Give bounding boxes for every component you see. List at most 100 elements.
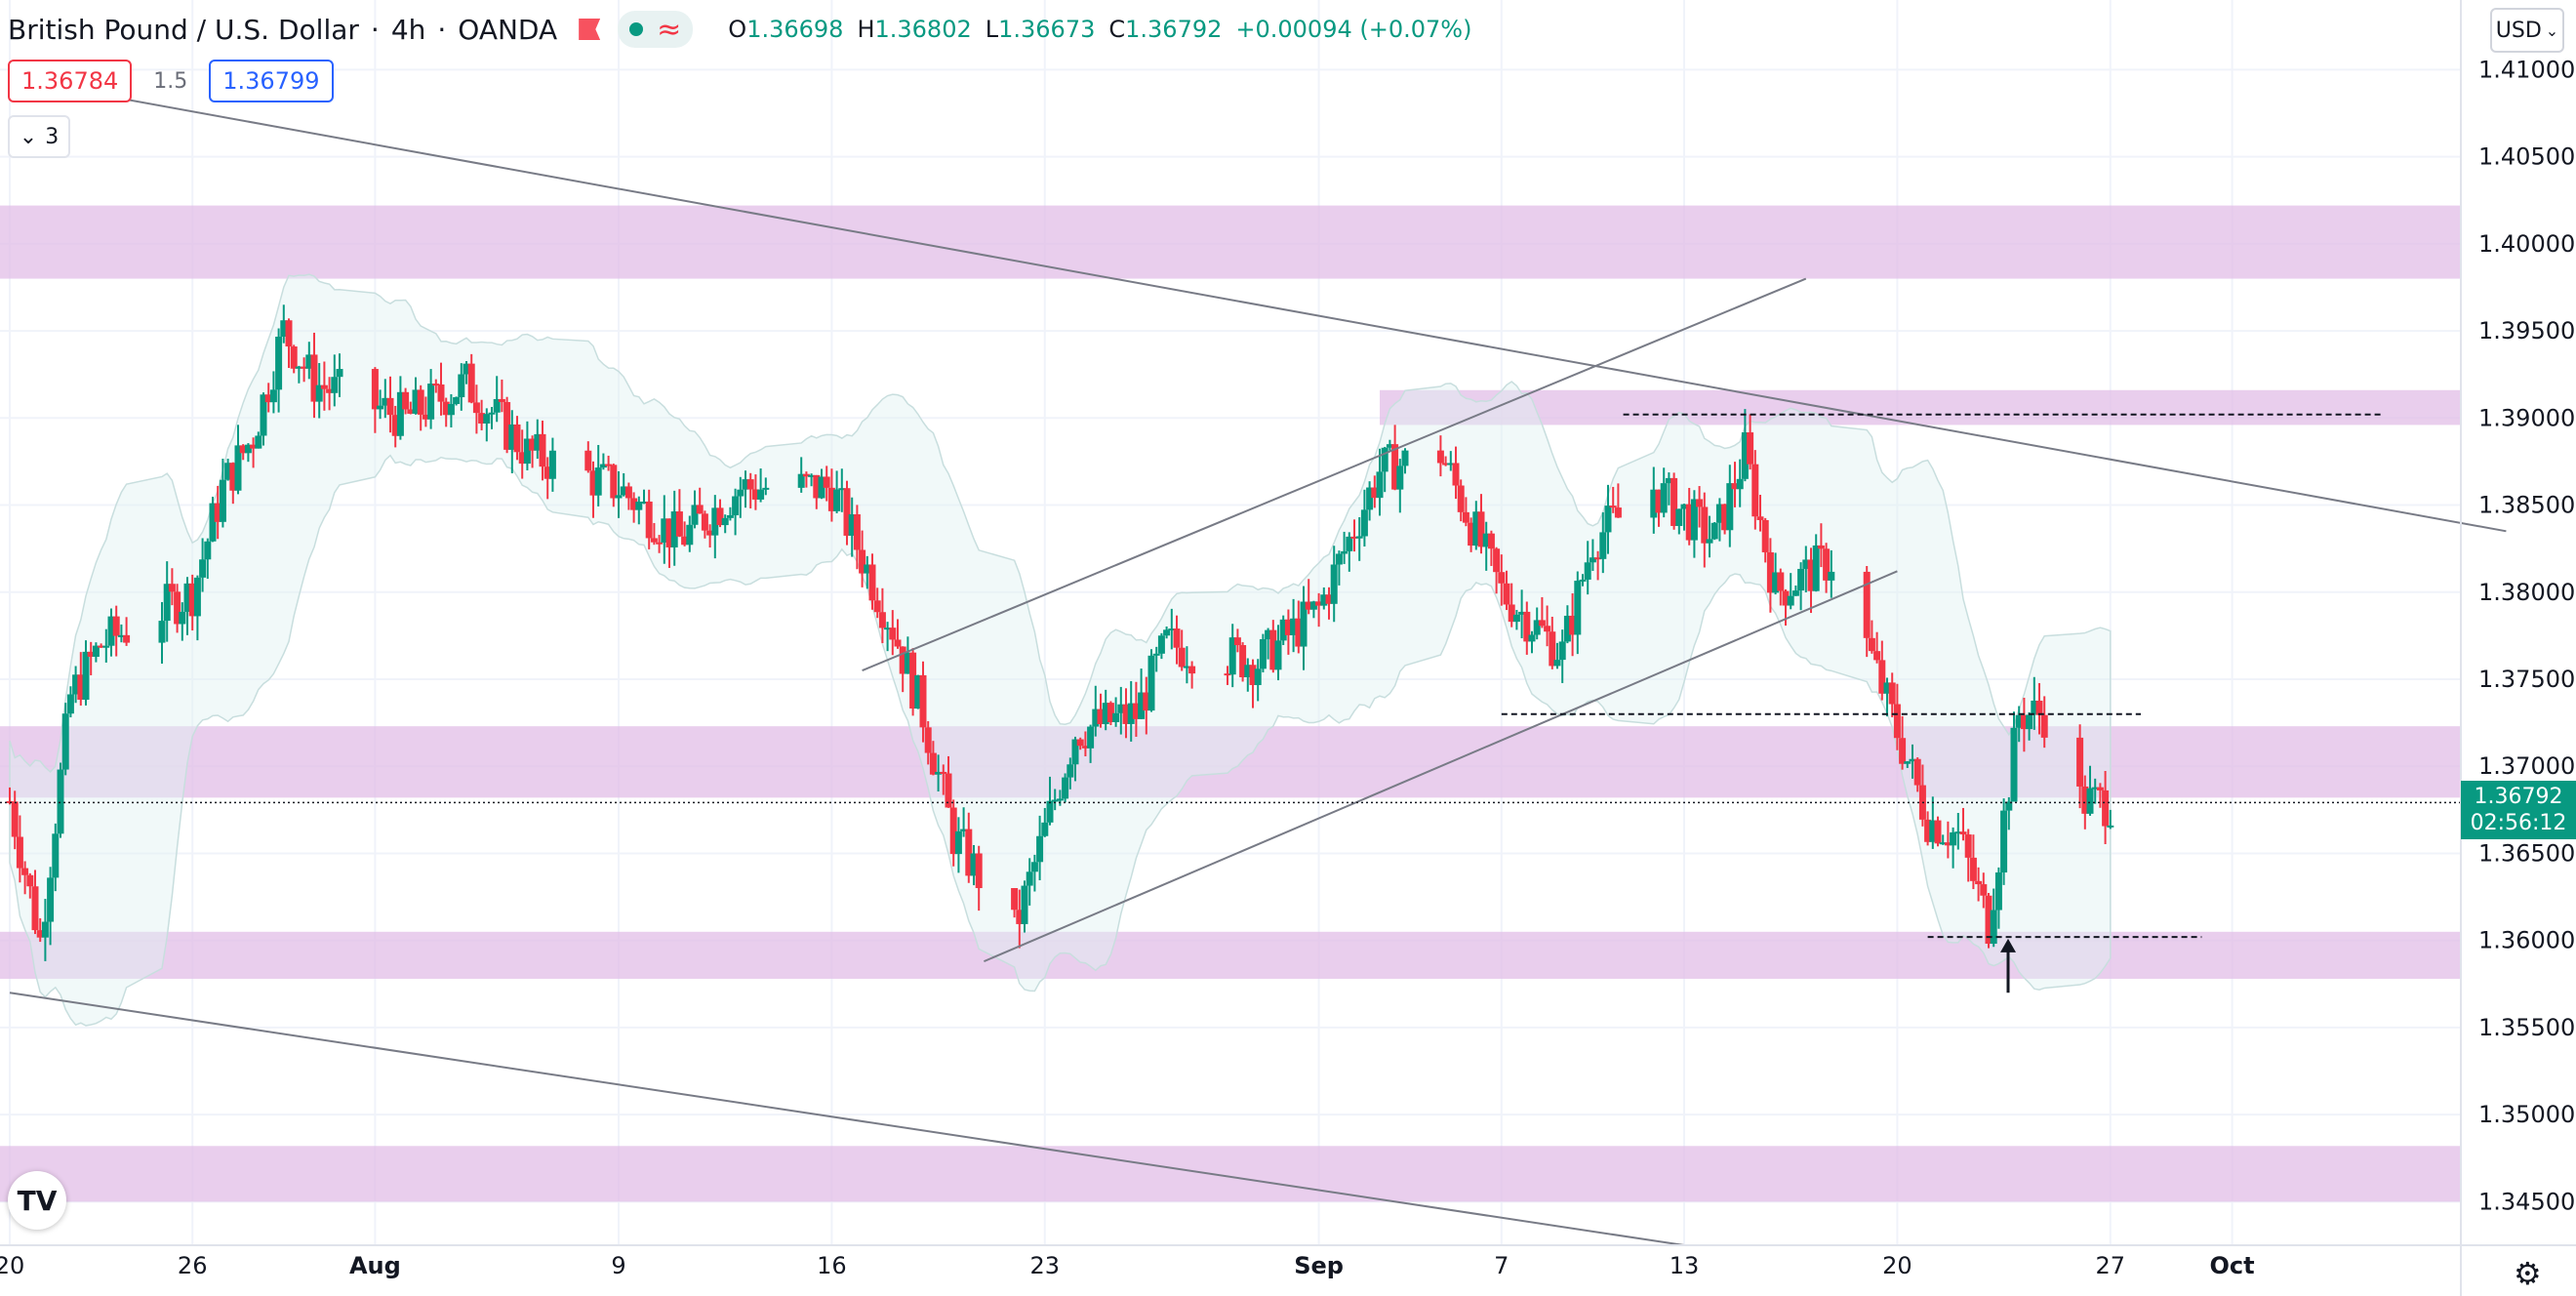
y-tick-label: 1.39000 [2478, 404, 2575, 431]
candle-body [1147, 655, 1155, 711]
candle [721, 514, 729, 534]
candle-body [2096, 787, 2104, 790]
symbol-name[interactable]: British Pound / U.S. Dollar [8, 13, 359, 46]
last-price-value: 1.36792 [2474, 784, 2563, 809]
candle [868, 553, 876, 610]
candle-body [1512, 614, 1520, 623]
candle [1284, 609, 1292, 655]
candle-body [1305, 601, 1312, 610]
candle-body [594, 467, 602, 496]
candle-body [1112, 712, 1120, 722]
candle [1934, 816, 1942, 847]
candle-body [1081, 746, 1089, 749]
candle [382, 379, 389, 419]
gear-icon[interactable]: ⚙ [2514, 1255, 2542, 1292]
candle [1711, 521, 1718, 541]
candle-body [630, 498, 638, 510]
y-tick-label: 1.37500 [2478, 666, 2575, 693]
wave-icon: ≈ [657, 12, 682, 47]
candle [1254, 659, 1262, 702]
candle-body [26, 874, 34, 887]
candle [945, 755, 952, 808]
candle-body [1994, 872, 2002, 911]
candle [1721, 504, 1729, 535]
candle [1553, 642, 1561, 669]
candle [458, 363, 465, 411]
candle [214, 485, 221, 540]
candle [1584, 541, 1591, 595]
candle-body [250, 444, 258, 449]
candle-body [412, 389, 420, 414]
candle-body [1228, 637, 1236, 675]
x-tick-label: 16 [817, 1252, 847, 1279]
candle [1904, 760, 1912, 768]
candle [1756, 495, 1764, 532]
indicators-toggle[interactable]: ⌄ 3 [8, 115, 70, 158]
candle-body [1797, 568, 1805, 591]
candle-body [543, 466, 551, 479]
candle [2031, 676, 2038, 730]
candle [1523, 601, 1531, 655]
flag-icon[interactable] [579, 19, 601, 40]
candle [331, 354, 339, 407]
candle-body [498, 398, 505, 402]
y-tick-label: 1.39500 [2478, 317, 2575, 344]
candle [285, 318, 293, 369]
candle-body [117, 634, 125, 637]
candle-body [92, 645, 100, 658]
buy-button[interactable]: 1.36799 [209, 60, 334, 102]
candle-body [1959, 831, 1967, 835]
candle [1701, 492, 1709, 568]
trendline [984, 570, 1898, 963]
candle-body [1173, 628, 1181, 648]
candle-body [1346, 536, 1353, 551]
candle-body [244, 444, 252, 454]
candle-body [889, 628, 897, 640]
candle-body [453, 397, 461, 404]
interval-label[interactable]: 4h [390, 13, 426, 46]
candle-body [864, 564, 871, 574]
candle-body [827, 487, 835, 511]
candle-body [1157, 635, 1165, 654]
candle-body [859, 549, 866, 574]
symbol-legend: British Pound / U.S. Dollar · 4h · OANDA… [8, 11, 1472, 48]
candle-body [1985, 895, 1992, 945]
candle-body [813, 474, 821, 499]
candle [960, 807, 968, 837]
candle-body [77, 674, 85, 701]
candle [1030, 854, 1038, 892]
candle-body [1553, 660, 1561, 667]
candle-body [2086, 788, 2094, 814]
candle [620, 472, 627, 497]
sell-button[interactable]: 1.36784 [8, 60, 133, 102]
market-status-pill[interactable]: ≈ [618, 11, 694, 48]
tradingview-logo-icon[interactable]: TV [8, 1171, 66, 1230]
candle [193, 575, 201, 641]
candle [483, 408, 491, 442]
candle-body [301, 366, 308, 369]
candle [1508, 583, 1515, 628]
candle [1909, 744, 1916, 779]
candle [26, 872, 34, 899]
candle-body [924, 727, 932, 753]
candle [310, 332, 318, 419]
candle-body [269, 389, 277, 403]
candle [726, 506, 734, 521]
candle-body [1269, 629, 1277, 670]
candle-body [1665, 477, 1672, 484]
candle-body [1868, 637, 1875, 652]
candle [1528, 630, 1536, 654]
candle-body [1046, 800, 1054, 823]
candle [1309, 600, 1317, 619]
candle-body [945, 773, 952, 808]
candle [1097, 693, 1105, 728]
candle [518, 429, 526, 479]
candle-body [757, 489, 765, 500]
x-tick-label: 26 [178, 1252, 208, 1279]
candle [209, 496, 217, 543]
candle-body [1528, 634, 1536, 642]
candle [965, 812, 973, 883]
currency-select[interactable]: USD ⌄ [2490, 8, 2564, 53]
candle [11, 790, 19, 850]
